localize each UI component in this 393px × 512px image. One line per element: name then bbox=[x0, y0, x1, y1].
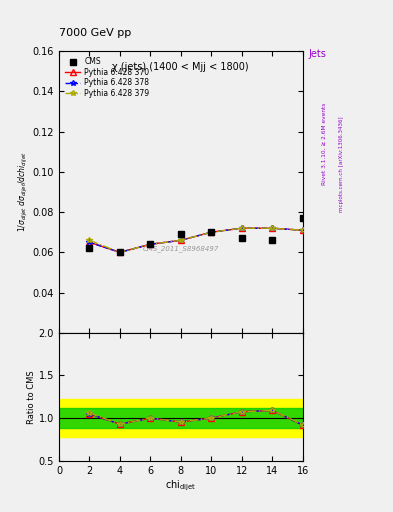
Text: Jets: Jets bbox=[309, 49, 326, 59]
Text: 7000 GeV pp: 7000 GeV pp bbox=[59, 28, 131, 38]
CMS bbox=[209, 229, 214, 236]
Pythia 6.428 378 bbox=[178, 237, 183, 243]
Text: CMS_2011_S8968497: CMS_2011_S8968497 bbox=[143, 245, 219, 252]
Text: mcplots.cern.ch [arXiv:1306.3436]: mcplots.cern.ch [arXiv:1306.3436] bbox=[340, 116, 344, 211]
Y-axis label: Ratio to CMS: Ratio to CMS bbox=[27, 370, 36, 423]
Pythia 6.428 370 bbox=[148, 241, 152, 247]
Pythia 6.428 379 bbox=[209, 229, 214, 236]
CMS bbox=[270, 237, 275, 243]
Pythia 6.428 378 bbox=[239, 225, 244, 231]
Pythia 6.428 370 bbox=[270, 225, 275, 231]
Bar bbox=[59, 399, 303, 437]
Pythia 6.428 379 bbox=[239, 225, 244, 231]
CMS bbox=[178, 231, 183, 238]
Line: Pythia 6.428 370: Pythia 6.428 370 bbox=[86, 225, 305, 255]
Pythia 6.428 379 bbox=[118, 249, 122, 255]
CMS bbox=[239, 235, 244, 241]
Pythia 6.428 379 bbox=[270, 225, 275, 231]
Text: Rivet 3.1.10, ≥ 2.6M events: Rivet 3.1.10, ≥ 2.6M events bbox=[322, 102, 327, 184]
Bar bbox=[59, 408, 303, 429]
Y-axis label: $1/\sigma_{dijet}\ d\sigma_{dijet}/dchi_{dijet}$: $1/\sigma_{dijet}\ d\sigma_{dijet}/dchi_… bbox=[17, 152, 30, 232]
Text: χ (jets) (1400 < Mjj < 1800): χ (jets) (1400 < Mjj < 1800) bbox=[112, 62, 249, 73]
Pythia 6.428 379 bbox=[87, 237, 92, 243]
Pythia 6.428 378 bbox=[300, 227, 305, 233]
Pythia 6.428 370 bbox=[239, 225, 244, 231]
Pythia 6.428 379 bbox=[178, 237, 183, 243]
Pythia 6.428 370 bbox=[209, 229, 214, 236]
Pythia 6.428 378 bbox=[209, 229, 214, 236]
Pythia 6.428 378 bbox=[270, 225, 275, 231]
CMS bbox=[87, 245, 92, 251]
Pythia 6.428 379 bbox=[300, 227, 305, 233]
CMS bbox=[148, 241, 152, 247]
CMS bbox=[300, 215, 305, 221]
Pythia 6.428 370 bbox=[300, 227, 305, 233]
Pythia 6.428 370 bbox=[178, 237, 183, 243]
X-axis label: chi$_\mathregular{dijet}$: chi$_\mathregular{dijet}$ bbox=[165, 478, 196, 493]
Line: CMS: CMS bbox=[86, 216, 305, 255]
Pythia 6.428 378 bbox=[148, 241, 152, 247]
Pythia 6.428 370 bbox=[87, 239, 92, 245]
Pythia 6.428 378 bbox=[87, 239, 92, 245]
Line: Pythia 6.428 379: Pythia 6.428 379 bbox=[86, 225, 305, 255]
CMS bbox=[118, 249, 122, 255]
Legend: CMS, Pythia 6.428 370, Pythia 6.428 378, Pythia 6.428 379: CMS, Pythia 6.428 370, Pythia 6.428 378,… bbox=[63, 55, 152, 100]
Pythia 6.428 378 bbox=[118, 249, 122, 255]
Line: Pythia 6.428 378: Pythia 6.428 378 bbox=[86, 225, 305, 255]
Pythia 6.428 379 bbox=[148, 241, 152, 247]
Pythia 6.428 370 bbox=[118, 249, 122, 255]
